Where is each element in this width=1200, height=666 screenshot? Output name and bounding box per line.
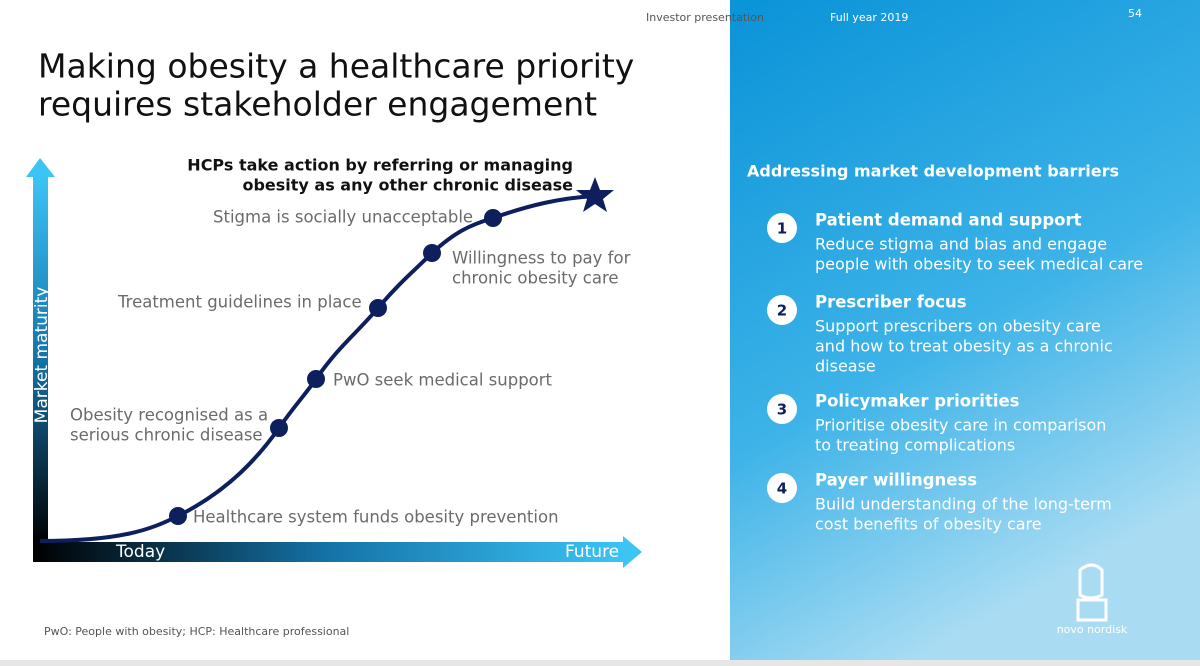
y-axis-label: Market maturity	[32, 287, 52, 424]
item-number: 1	[777, 220, 787, 238]
logo	[1076, 563, 1108, 622]
item-badge	[767, 473, 797, 503]
title: requires stakeholder engagement	[38, 85, 597, 124]
item-description: people with obesity to seek medical care	[815, 255, 1143, 274]
item-description: Support prescribers on obesity care	[815, 317, 1101, 336]
item-title: Payer willingness	[815, 471, 977, 490]
x-axis	[33, 542, 625, 562]
goal: HCPs take action by referring or managin…	[187, 156, 573, 175]
item-number: 2	[777, 302, 787, 320]
milestone-dot	[369, 299, 387, 317]
goal-star	[576, 177, 614, 212]
panel-heading: Addressing market development barriers	[747, 162, 1119, 181]
item-badge	[767, 295, 797, 325]
milestone-label: Treatment guidelines in place	[117, 293, 362, 312]
bottom-border	[0, 660, 1200, 666]
presentation: Investor presentation	[646, 11, 764, 24]
panel-bg	[730, 0, 1200, 660]
item-title: Patient demand and support	[815, 211, 1082, 230]
logo-text: novo nordisk	[1057, 623, 1128, 636]
milestone-label: Healthcare system funds obesity preventi…	[193, 508, 559, 527]
item-title: Policymaker priorities	[815, 392, 1020, 411]
item-description: Reduce stigma and bias and engage	[815, 235, 1107, 254]
milestone-dot	[484, 209, 502, 227]
x-end: Future	[565, 542, 619, 562]
milestone-dot	[423, 244, 441, 262]
item-description: and how to treat obesity as a chronic	[815, 337, 1113, 356]
goal: obesity as any other chronic disease	[242, 176, 573, 195]
item-badge	[767, 394, 797, 424]
milestone-dot	[270, 419, 288, 437]
period: Full year 2019	[830, 11, 908, 24]
item-description: disease	[815, 357, 876, 376]
milestone-label: Obesity recognised as a	[70, 406, 268, 425]
x-arrow	[623, 536, 642, 568]
item-number: 4	[777, 480, 787, 498]
y-arrow	[26, 158, 55, 177]
milestone-dot	[169, 507, 187, 525]
page-number: 54	[1128, 7, 1142, 20]
item-description: to treating complications	[815, 436, 1015, 455]
milestone-label: PwO seek medical support	[333, 371, 553, 390]
y-axis	[33, 175, 48, 543]
milestone-label: serious chronic disease	[70, 426, 263, 445]
milestone-dot	[307, 370, 325, 388]
milestone-label: Stigma is socially unacceptable	[213, 208, 473, 227]
title: Making obesity a healthcare priority	[38, 47, 634, 86]
x-start: Today	[115, 542, 165, 562]
milestone-label: chronic obesity care	[452, 269, 619, 288]
milestone-label: Willingness to pay for	[452, 249, 631, 268]
footnote: PwO: People with obesity; HCP: Healthcar…	[44, 625, 349, 638]
item-description: Prioritise obesity care in comparison	[815, 416, 1106, 435]
item-badge	[767, 213, 797, 243]
item-description: Build understanding of the long-term	[815, 495, 1112, 514]
item-title: Prescriber focus	[815, 293, 967, 312]
item-description: cost benefits of obesity care	[815, 515, 1042, 534]
item-number: 3	[777, 401, 787, 419]
